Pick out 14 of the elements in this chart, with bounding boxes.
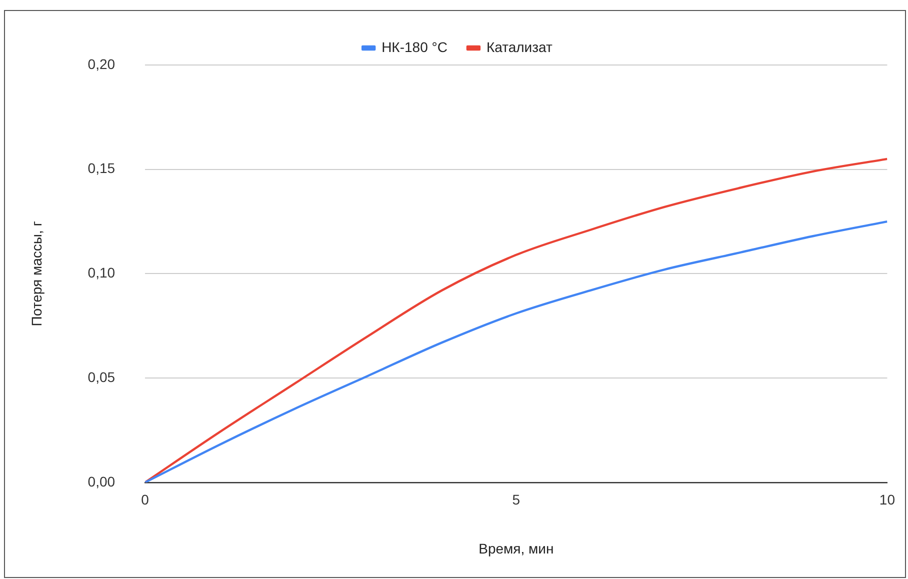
y-axis-title: Потеря массы, г	[28, 221, 44, 326]
y-tick-label: 0,00	[88, 473, 116, 490]
line-series	[145, 158, 888, 482]
y-tick-label: 0,15	[88, 160, 116, 176]
x-axis-title: Время, мин	[478, 540, 554, 556]
x-tick-label: 0	[141, 492, 150, 508]
y-tick-label: 0,20	[88, 56, 116, 72]
legend-label: НК-180 °C	[382, 38, 448, 55]
y-tick-label: 0,05	[88, 368, 116, 385]
x-tick-label: 10	[879, 492, 896, 508]
line-series	[145, 220, 888, 482]
x-tick-label: 5	[512, 492, 520, 508]
y-tick-label: 0,10	[88, 264, 116, 281]
legend-label: Катализат	[486, 38, 554, 55]
